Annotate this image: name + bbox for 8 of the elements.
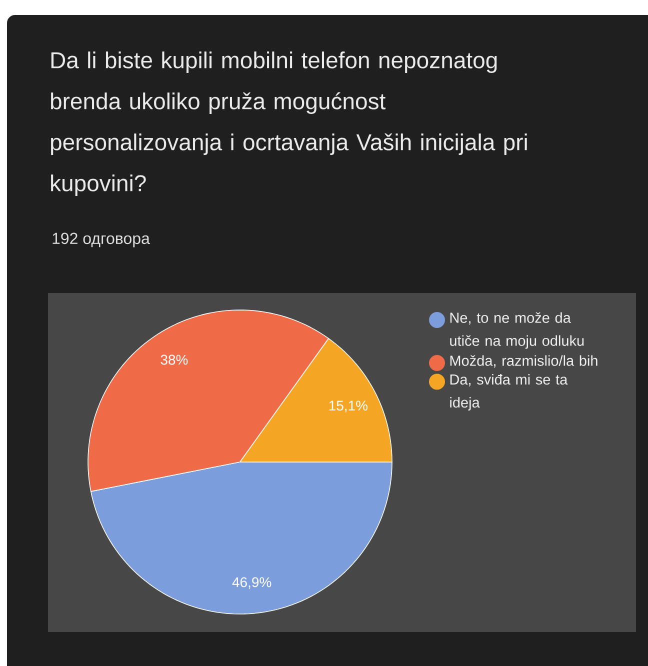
- legend-label: Ne, to ne može da utiče na moju odluku: [450, 312, 584, 349]
- legend-label: Možda, razmislio/la bih: [450, 355, 598, 368]
- data-label: 46,9%: [232, 577, 272, 589]
- data-label: 38%: [160, 354, 188, 365]
- legend-label: Da, sviđa mi se ta ideja: [450, 374, 568, 410]
- chart-title: Da li biste kupili mobilni telefon nepoznatog brenda ukoliko pruža mogućnost personalizovanja i ocrtavanja Vaših inicijala pri kupovini?: [51, 52, 527, 196]
- data-label: 15,1%: [329, 400, 368, 412]
- chart-subtitle: 192 одговора: [52, 232, 150, 248]
